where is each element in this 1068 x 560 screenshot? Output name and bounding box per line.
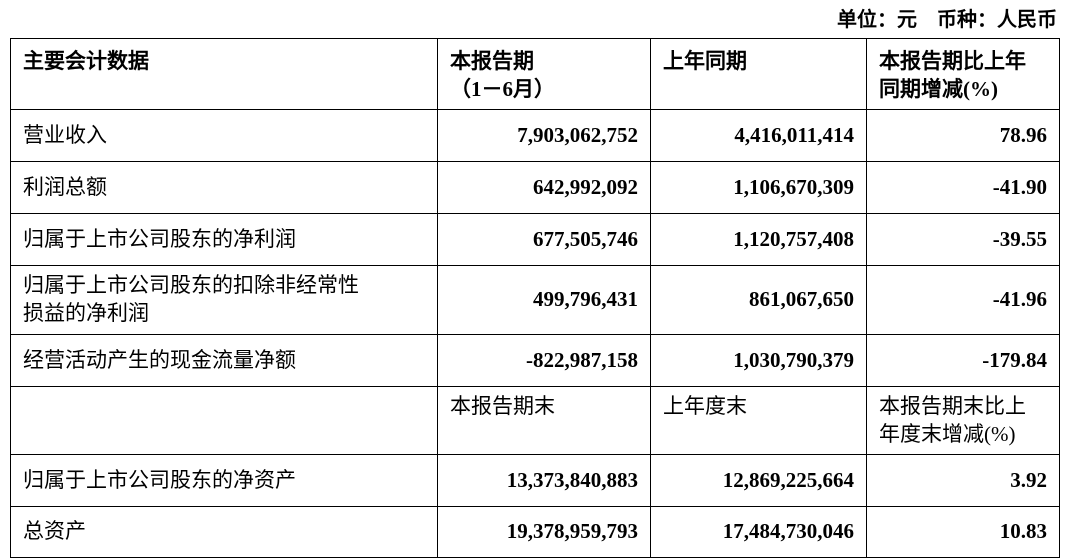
table-row: 营业收入 7,903,062,752 4,416,011,414 78.96 — [10, 109, 1060, 163]
change-percent-value: -41.90 — [866, 161, 1060, 215]
change-percent-value: 3.92 — [866, 454, 1060, 508]
col-header-current-period: 本报告期 （1－6月） — [437, 37, 651, 111]
table-row: 经营活动产生的现金流量净额 -822,987,158 1,030,790,379… — [10, 333, 1060, 387]
change-percent-value: -41.96 — [866, 265, 1060, 335]
table-subheader-row: 本报告期末 上年度末 本报告期末比上 年度末增减(%) — [10, 385, 1060, 456]
prior-period-value: 12,869,225,664 — [650, 454, 867, 508]
table-header-row: 主要会计数据 本报告期 （1－6月） 上年同期 本报告期比上年 同期增减(%) — [10, 37, 1060, 111]
change-percent-value: -39.55 — [866, 213, 1060, 267]
table-row: 归属于上市公司股东的净资产 13,373,840,883 12,869,225,… — [10, 454, 1060, 508]
row-label: 利润总额 — [10, 161, 438, 215]
table-row: 归属于上市公司股东的净利润 677,505,746 1,120,757,408 … — [10, 213, 1060, 267]
subheader-change-percent: 本报告期末比上 年度末增减(%) — [866, 385, 1060, 456]
row-label: 归属于上市公司股东的扣除非经常性 损益的净利润 — [10, 265, 438, 335]
row-label: 经营活动产生的现金流量净额 — [10, 333, 438, 387]
subheader-current-period-end: 本报告期末 — [437, 385, 651, 456]
prior-period-value: 1,120,757,408 — [650, 213, 867, 267]
table-row: 归属于上市公司股东的扣除非经常性 损益的净利润 499,796,431 861,… — [10, 265, 1060, 335]
change-percent-value: 78.96 — [866, 109, 1060, 163]
row-label: 归属于上市公司股东的净资产 — [10, 454, 438, 508]
prior-period-value: 1,030,790,379 — [650, 333, 867, 387]
key-accounting-data-table: 主要会计数据 本报告期 （1－6月） 上年同期 本报告期比上年 同期增减(%) … — [10, 37, 1060, 559]
current-period-value: 7,903,062,752 — [437, 109, 651, 163]
change-percent-value: -179.84 — [866, 333, 1060, 387]
current-period-value: 642,992,092 — [437, 161, 651, 215]
col-header-change-percent: 本报告期比上年 同期增减(%) — [866, 37, 1060, 111]
col-header-metric: 主要会计数据 — [10, 37, 438, 111]
subheader-empty-cell — [10, 385, 438, 456]
prior-period-value: 1,106,670,309 — [650, 161, 867, 215]
col-header-prior-period: 上年同期 — [650, 37, 867, 111]
change-percent-value: 10.83 — [866, 506, 1060, 559]
current-period-value: 13,373,840,883 — [437, 454, 651, 508]
current-period-value: 499,796,431 — [437, 265, 651, 335]
current-period-value: -822,987,158 — [437, 333, 651, 387]
row-label: 营业收入 — [10, 109, 438, 163]
prior-period-value: 4,416,011,414 — [650, 109, 867, 163]
unit-currency-note: 单位：元 币种：人民币 — [837, 9, 1057, 31]
current-period-value: 677,505,746 — [437, 213, 651, 267]
prior-period-value: 861,067,650 — [650, 265, 867, 335]
subheader-prior-year-end: 上年度末 — [650, 385, 867, 456]
prior-period-value: 17,484,730,046 — [650, 506, 867, 559]
row-label: 总资产 — [10, 506, 438, 559]
table-row: 利润总额 642,992,092 1,106,670,309 -41.90 — [10, 161, 1060, 215]
table-row: 总资产 19,378,959,793 17,484,730,046 10.83 — [10, 506, 1060, 559]
row-label: 归属于上市公司股东的净利润 — [10, 213, 438, 267]
current-period-value: 19,378,959,793 — [437, 506, 651, 559]
